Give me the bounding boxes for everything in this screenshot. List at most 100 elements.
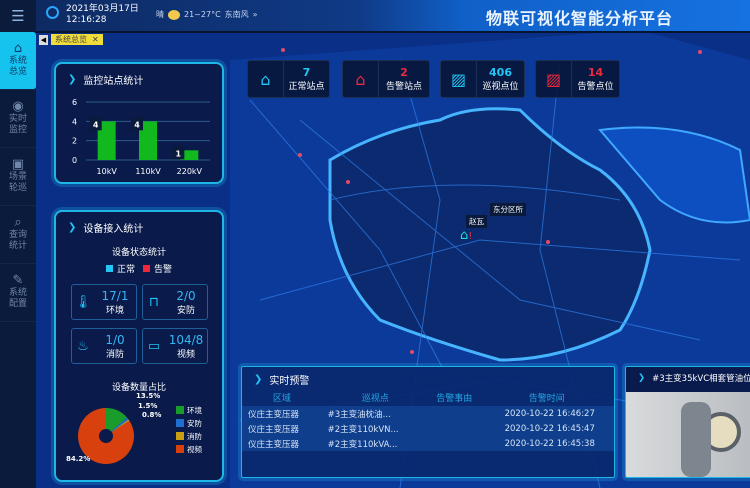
legend-label: 告警 xyxy=(154,265,173,275)
column-header: 区域 xyxy=(272,394,291,404)
cell-area: 仪庄主变压器 xyxy=(248,424,300,435)
bar[interactable] xyxy=(139,121,157,160)
header: 2021年03月17日 12:16:28 晴 21~27°C 东南风» 物联可视化智能… xyxy=(36,0,750,33)
sidebar-item-label: 系统总览 xyxy=(8,56,27,77)
tab-overview[interactable]: 系统总览 ✕ xyxy=(51,34,103,45)
sun-icon xyxy=(168,9,180,20)
station-marker-icon[interactable]: ⌂! xyxy=(460,228,473,243)
stat-card-alarm-points[interactable]: ▨ 14 告警点位 xyxy=(535,60,620,98)
weather: 晴 21~27°C 东南风» xyxy=(156,9,258,20)
pie-data-label: 84.2% xyxy=(66,455,90,463)
bar[interactable] xyxy=(97,121,116,160)
cell-reason xyxy=(429,421,479,436)
station-stats-panel: ❯ 监控站点统计 0 2 4 6 4 10kV 4 110kV 1 220kV xyxy=(54,62,224,184)
eye-icon: ◉ xyxy=(12,99,24,114)
tab-label: 系统总览 xyxy=(55,35,87,44)
map-label-station[interactable]: 东分区所 xyxy=(490,203,526,216)
temperature: 21~27°C xyxy=(184,10,221,19)
data-label-bg xyxy=(131,117,143,131)
chevron-icon: ❯ xyxy=(68,74,77,85)
alarm-count: 1 xyxy=(120,288,129,303)
y-tick-label: 6 xyxy=(72,98,77,107)
map-markers xyxy=(281,48,702,354)
data-label-bg xyxy=(172,146,185,160)
panel-title: 实时预警 xyxy=(269,376,310,387)
x-tick-label: 10kV xyxy=(97,167,118,176)
device-card-fire[interactable]: ♨ 1/0 消防 xyxy=(71,328,137,364)
cell-time: 2020-10-22 16:46:27 xyxy=(504,408,595,419)
bar[interactable] xyxy=(180,150,199,160)
normal-count: 17 xyxy=(101,288,117,303)
alarm-count: 0 xyxy=(117,332,125,347)
sidebar-item-overview[interactable]: ⌂ 系统总览 xyxy=(0,32,36,90)
normal-count: 104 xyxy=(168,332,192,347)
house-icon: ⌂ xyxy=(248,61,284,97)
legend-label: 安防 xyxy=(187,418,202,428)
legend-label: 环境 xyxy=(187,405,202,415)
tab-scroll-left-icon[interactable]: ◀ xyxy=(39,34,48,45)
alarm-panel: ❯ 实时预警 区域 巡视点 告警事由 告警时间 仪庄主变压器 #3主变油枕油... 2020… xyxy=(241,366,615,478)
video-feed[interactable] xyxy=(626,392,750,477)
data-label-bg xyxy=(89,117,102,131)
sidebar-item-monitor[interactable]: ◉ 实时监控 xyxy=(0,90,36,148)
fire-icon: ♨ xyxy=(77,338,89,354)
stat-card-patrol-points[interactable]: ▨ 406 巡视点位 xyxy=(440,60,525,98)
sidebar-item-label: 场景轮巡 xyxy=(8,172,27,193)
cell-point: #2主变110kVN... xyxy=(327,424,399,435)
close-icon[interactable]: ✕ xyxy=(92,35,99,44)
status-legend: 正常 告警 xyxy=(56,262,222,275)
table-header: 区域 巡视点 告警事由 告警时间 xyxy=(242,389,614,406)
alarm-count: 0 xyxy=(188,288,196,303)
stat-label: 巡视点位 xyxy=(482,82,519,92)
device-card-environment[interactable]: 🌡 17/1 环境 xyxy=(71,284,137,320)
stat-value: 14 xyxy=(587,66,604,79)
map-label-station[interactable]: 赵瓦 xyxy=(466,215,487,228)
status-title: 设备状态统计 xyxy=(111,248,166,258)
clock-icon xyxy=(46,6,59,19)
stat-label: 正常站点 xyxy=(288,82,325,92)
device-label: 消防 xyxy=(105,349,124,360)
chevron-icon: ❯ xyxy=(68,222,77,233)
cell-reason xyxy=(429,436,479,451)
table-row[interactable]: 仪庄主变压器 #2主变110kVA... 2020-10-22 16:45:38 xyxy=(242,436,614,451)
cell-area: 仪庄主变压器 xyxy=(248,439,300,450)
pie-slice[interactable] xyxy=(111,419,130,433)
x-tick-label: 220kV xyxy=(177,167,203,176)
sidebar-item-scene[interactable]: ▣ 场景轮巡 xyxy=(0,148,36,206)
wrench-icon: ✎ xyxy=(12,273,24,288)
device-label: 视频 xyxy=(176,349,195,360)
normal-count: 1 xyxy=(105,332,113,347)
sidebar-item-config[interactable]: ✎ 系统配置 xyxy=(0,264,36,322)
bar-chart: 0 2 4 6 4 10kV 4 110kV 1 220kV xyxy=(72,98,210,176)
data-label: 4 xyxy=(134,120,140,129)
cell-time: 2020-10-22 16:45:38 xyxy=(504,438,595,449)
chevron-right-icon[interactable]: » xyxy=(252,10,258,19)
legend-swatch xyxy=(105,265,113,272)
stat-card-alarm-stations[interactable]: ⌂ 2 告警站点 xyxy=(342,60,430,98)
table-row[interactable]: 仪庄主变压器 #3主变油枕油... 2020-10-22 16:46:27 xyxy=(242,406,614,421)
legend-label: 视频 xyxy=(187,444,202,454)
stat-label: 告警站点 xyxy=(385,82,422,92)
stat-card-normal-stations[interactable]: ⌂ 7 正常站点 xyxy=(247,60,330,98)
scene-icon: ▣ xyxy=(11,157,25,172)
device-label: 环境 xyxy=(105,305,124,316)
search-icon: ⌕ xyxy=(14,215,22,230)
panel-title: #3主变35kVC相套管油位 xyxy=(652,374,750,384)
pie-slice[interactable] xyxy=(111,417,129,432)
cell-area: 仪庄主变压器 xyxy=(248,409,300,420)
sidebar-item-query[interactable]: ⌕ 查询统计 xyxy=(0,206,36,264)
device-label: 安防 xyxy=(176,305,195,316)
table-row[interactable]: 仪庄主变压器 #2主变110kVN... 2020-10-22 16:45:47 xyxy=(242,421,614,436)
device-card-security[interactable]: ⊓ 2/0 安防 xyxy=(142,284,208,320)
y-tick-label: 2 xyxy=(72,137,77,146)
date: 2021年03月17日 xyxy=(66,4,139,14)
stat-label: 告警点位 xyxy=(577,82,614,92)
device-card-video[interactable]: ▭ 104/8 视频 xyxy=(142,328,208,364)
pie-slice[interactable] xyxy=(78,408,134,464)
y-tick-label: 4 xyxy=(72,117,77,126)
data-label: 1 xyxy=(176,149,182,158)
chevron-icon: ❯ xyxy=(638,373,646,383)
cell-reason xyxy=(429,406,479,421)
menu-icon[interactable]: ☰ xyxy=(11,7,25,25)
pie-slice[interactable] xyxy=(106,408,128,432)
